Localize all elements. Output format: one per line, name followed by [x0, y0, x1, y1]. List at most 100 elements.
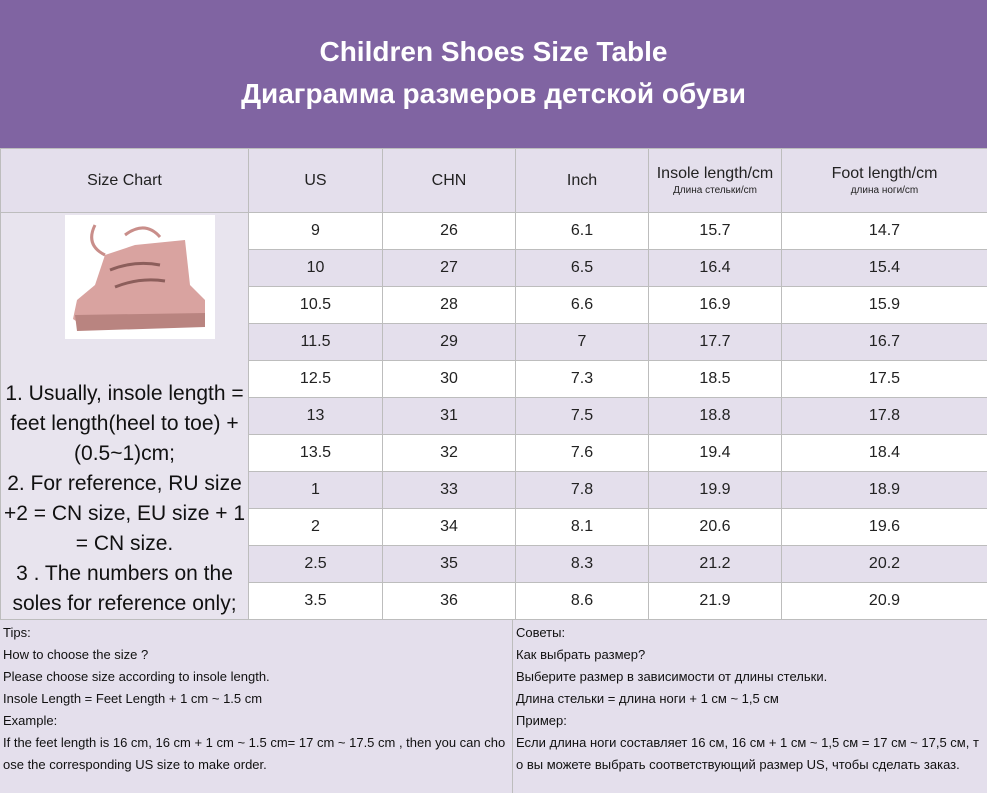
data-row: 2 34 8.1 20.6 19.6: [1, 508, 987, 546]
tip-line: Длина стельки = длина ноги + 1 см ~ 1,5 …: [516, 691, 779, 706]
cell: 6.6: [515, 286, 649, 324]
cell: 19.4: [648, 434, 782, 472]
data-row: 10.5 28 6.6 16.9 15.9: [1, 286, 987, 324]
tip-line: Insole Length = Feet Length + 1 cm ~ 1.5…: [3, 691, 263, 706]
cell: 18.8: [648, 397, 782, 435]
cell: 16.4: [648, 249, 782, 287]
cell: 1: [248, 471, 383, 509]
cell: 34: [382, 508, 516, 546]
cell: 18.9: [781, 471, 987, 509]
cell: 16.7: [781, 323, 987, 361]
cell: 17.5: [781, 360, 987, 398]
cell: 2.5: [248, 545, 383, 583]
size-table: Size Chart US CHN Inch Insole length/cm Длина…: [0, 148, 987, 620]
data-row: 13 31 7.5 18.8 17.8: [1, 397, 987, 435]
cell: 7: [515, 323, 649, 361]
notes: 1. Usually, insole length = feet length(…: [1, 379, 248, 619]
column-header: Inch: [515, 148, 649, 213]
column-label: Insole length/cm: [656, 165, 774, 182]
cell: 18.4: [781, 434, 987, 472]
tips-en: Tips: How to choose the size ? Please choo…: [0, 620, 513, 793]
cell: 19.9: [648, 471, 782, 509]
cell: 17.8: [781, 397, 987, 435]
column-header: Insole length/cm Длина стельки/cm: [648, 148, 782, 213]
cell: 35: [382, 545, 516, 583]
column-label: Foot length/cm: [831, 165, 938, 182]
tip-line: Tips:: [3, 625, 31, 640]
data-row: 1 33 7.8 19.9 18.9: [1, 471, 987, 509]
cell: 26: [382, 212, 516, 250]
note: 2. For reference, RU size +2 = CN size, …: [3, 472, 246, 555]
cell: 10: [248, 249, 383, 287]
cell: 7.6: [515, 434, 649, 472]
tip-line: Please choose size according to insole l…: [3, 669, 270, 684]
cell: 6.1: [515, 212, 649, 250]
cell: 17.7: [648, 323, 782, 361]
column-label: Inch: [566, 171, 598, 189]
image-notes-cell: 1. Usually, insole length = feet length(…: [0, 212, 249, 620]
column-sub: длина ноги/cm: [850, 185, 919, 196]
cell: 12.5: [248, 360, 383, 398]
tip-line: How to choose the size ?: [3, 647, 149, 662]
tips: Tips: How to choose the size ? Please choo…: [0, 620, 987, 793]
tips-ru: Советы: Как выбрать размер? Выберите разме…: [513, 620, 987, 793]
data-row: 11.5 29 7 17.7 16.7: [1, 323, 987, 361]
cell: 9: [248, 212, 383, 250]
column-label: CHN: [431, 171, 467, 189]
column-sub: Длина стельки/cm: [673, 185, 757, 196]
tip-line: If the feet length is 16 cm, 16 cm + 1 c…: [3, 735, 506, 772]
cell: 15.4: [781, 249, 987, 287]
column-label: US: [304, 171, 327, 189]
cell: 32: [382, 434, 516, 472]
column-header: US: [248, 148, 383, 213]
data-row: 2.5 35 8.3 21.2 20.2: [1, 545, 987, 583]
header-row: Size Chart US CHN Inch Insole length/cm Длина…: [0, 148, 987, 213]
cell: 13.5: [248, 434, 383, 472]
column-header: Foot length/cm длина ноги/cm: [781, 148, 987, 213]
tip-line: Example:: [3, 713, 58, 728]
cell: 20.6: [648, 508, 782, 546]
cell: 21.9: [648, 582, 782, 620]
cell: 18.5: [648, 360, 782, 398]
cell: 20.9: [781, 582, 987, 620]
cell: 33: [382, 471, 516, 509]
cell: 21.2: [648, 545, 782, 583]
data-row: 10 27 6.5 16.4 15.4: [1, 249, 987, 287]
data-row: 3.5 36 8.6 21.9 20.9: [1, 582, 987, 620]
tip-line: Если длина ноги составляет 16 см, 16 см …: [516, 735, 979, 772]
cell: 20.2: [781, 545, 987, 583]
cell: 16.9: [648, 286, 782, 324]
cell: 8.6: [515, 582, 649, 620]
cell: 31: [382, 397, 516, 435]
title-en: Children Shoes Size Table: [319, 36, 668, 67]
title-ru: Диаграмма размеров детской обуви: [241, 78, 746, 109]
cell: 2: [248, 508, 383, 546]
cell: 6.5: [515, 249, 649, 287]
cell: 11.5: [248, 323, 383, 361]
cell: 15.9: [781, 286, 987, 324]
cell: 30: [382, 360, 516, 398]
cell: 36: [382, 582, 516, 620]
tip-line: Выберите размер в зависимости от длины с…: [516, 669, 828, 684]
note: 3 . The numbers on the soles for referen…: [12, 562, 237, 615]
cell: 29: [382, 323, 516, 361]
cell: 8.1: [515, 508, 649, 546]
cell: 19.6: [781, 508, 987, 546]
cell: 13: [248, 397, 383, 435]
cell: 14.7: [781, 212, 987, 250]
cell: 27: [382, 249, 516, 287]
cell: 8.3: [515, 545, 649, 583]
cell: 28: [382, 286, 516, 324]
shoe-image: [65, 215, 215, 339]
cell: 3.5: [248, 582, 383, 620]
cell: 10.5: [248, 286, 383, 324]
tip-line: Как выбрать размер?: [516, 647, 646, 662]
column-header: CHN: [382, 148, 516, 213]
header: Children Shoes Size Table Диаграмма разм…: [0, 0, 987, 148]
column-label: Size Chart: [87, 171, 162, 189]
tip-line: Советы:: [516, 625, 566, 640]
data-row: 1. Usually, insole length = feet length(…: [0, 212, 987, 620]
cell: 7.8: [515, 471, 649, 509]
tip-line: Пример:: [516, 713, 567, 728]
